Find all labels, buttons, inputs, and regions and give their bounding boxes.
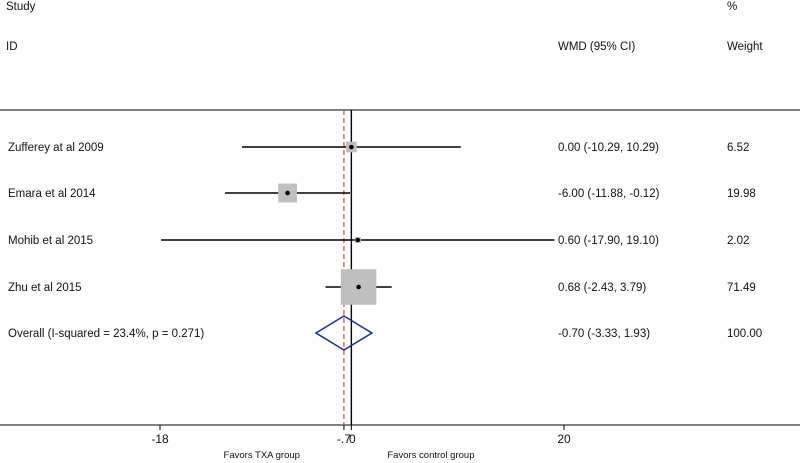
study-point-estimate [349,144,354,150]
weight-header: Weight [727,41,763,53]
study-label: Mohib et al 2015 [8,235,93,247]
study-label: Zhu et al 2015 [8,282,82,294]
x-tick-label: -18 [151,432,169,446]
study-weight-text: 6.52 [727,142,749,154]
overall-weight-text: 100.00 [727,328,762,340]
study-header: Study [6,1,36,13]
study-point-estimate [356,284,361,290]
study-weight-text: 71.49 [727,282,756,294]
study-point-estimate [355,237,361,243]
study-point-estimate [285,190,290,196]
study-ci-text: -6.00 (-11.88, -0.12) [558,188,660,200]
study-weight-text: 19.98 [727,188,756,200]
overall-diamond [314,315,374,351]
study-label: Emara et al 2014 [8,188,96,200]
study-ci-text: 0.68 (-2.43, 3.79) [558,282,646,294]
id-header: ID [6,41,18,53]
x-tick-label: 0 [349,432,356,446]
study-ci-text: 0.00 (-10.29, 10.29) [558,142,659,154]
study-ci-text: 0.60 (-17.90, 19.10) [558,235,659,247]
x-tick-label: 20 [557,432,571,446]
overall-label: Overall (I-squared = 23.4%, p = 0.271) [8,328,204,340]
favors-left-label: Favors TXA group [224,450,300,461]
favors-right-label: Favors control group [387,450,474,461]
overall-ci-text: -0.70 (-3.33, 1.93) [558,328,650,340]
study-weight-text: 2.02 [727,235,749,247]
effect-header: WMD (95% CI) [558,41,636,53]
study-label: Zufferey at al 2009 [8,142,104,154]
percent-header: % [727,1,738,13]
x-tick-label: -.7 [337,432,351,446]
